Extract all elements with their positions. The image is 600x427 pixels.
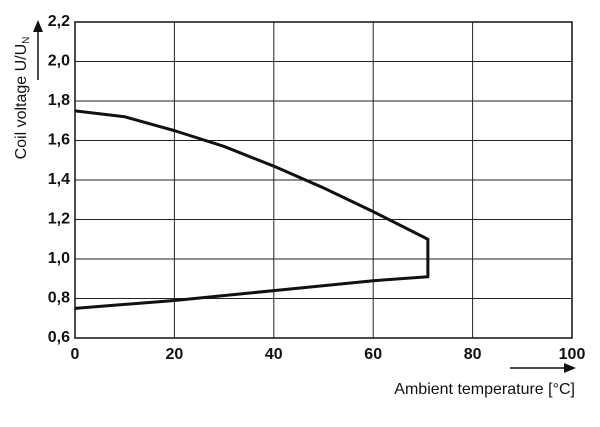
x-axis-arrowhead — [564, 363, 576, 373]
x-tick-label: 40 — [265, 346, 283, 363]
y-axis-label-main: Coil voltage U/U — [13, 44, 30, 160]
y-axis-label-sub: N — [21, 37, 32, 44]
x-tick-label: 80 — [464, 346, 482, 363]
x-tick-label: 20 — [166, 346, 184, 363]
y-tick-label: 1,6 — [48, 132, 70, 149]
y-axis-arrowhead — [33, 20, 43, 32]
x-tick-label: 60 — [364, 346, 382, 363]
y-tick-label: 1,0 — [48, 250, 70, 267]
y-tick-label: 2,2 — [48, 13, 70, 30]
x-tick-label: 100 — [559, 346, 586, 363]
y-tick-label: 2,0 — [48, 53, 70, 70]
line — [74, 109, 430, 310]
plot-frame — [74, 21, 573, 339]
y-axis-label: Coil voltage U/UN — [13, 37, 31, 160]
y-tick-label: 0,8 — [48, 290, 70, 307]
y-tick-label: 0,6 — [48, 329, 70, 346]
y-tick-label: 1,8 — [48, 92, 70, 109]
y-tick-label: 1,4 — [48, 171, 70, 188]
x-axis-label: Ambient temperature [°C] — [394, 381, 575, 398]
x-tick-label: 0 — [71, 346, 80, 363]
y-tick-label: 1,2 — [48, 211, 70, 228]
